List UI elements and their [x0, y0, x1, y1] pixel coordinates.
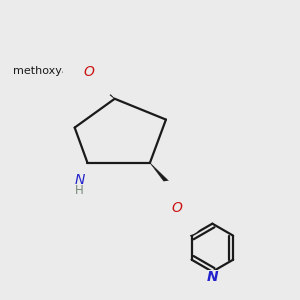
Text: H: H — [75, 184, 84, 196]
Text: O: O — [169, 206, 180, 220]
Text: methoxy: methoxy — [13, 66, 62, 76]
Text: O: O — [84, 65, 94, 79]
Text: N: N — [207, 270, 218, 284]
Text: N: N — [74, 173, 85, 188]
Polygon shape — [150, 163, 176, 192]
Polygon shape — [85, 73, 115, 99]
Text: O: O — [84, 65, 94, 79]
Text: O: O — [172, 201, 183, 215]
